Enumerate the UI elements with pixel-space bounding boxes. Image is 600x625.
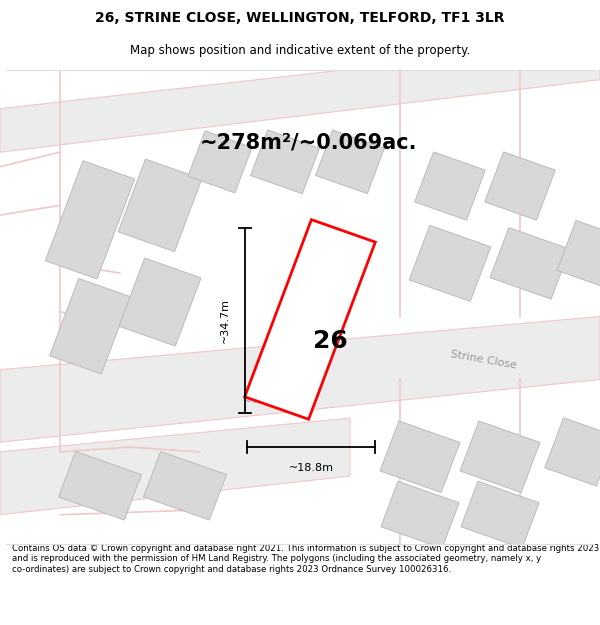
Polygon shape [46,161,134,279]
Polygon shape [557,221,600,287]
Polygon shape [316,130,385,194]
Text: Contains OS data © Crown copyright and database right 2021. This information is : Contains OS data © Crown copyright and d… [12,544,599,574]
Polygon shape [415,152,485,220]
Polygon shape [545,418,600,486]
Text: ~278m²/~0.069ac.: ~278m²/~0.069ac. [200,132,418,152]
Polygon shape [381,481,459,548]
Polygon shape [485,152,555,220]
Polygon shape [188,131,252,193]
Polygon shape [380,421,460,492]
Text: Strine Close: Strine Close [245,393,313,414]
Polygon shape [119,258,201,346]
Text: ~34.7m: ~34.7m [220,298,230,343]
Polygon shape [245,219,375,419]
Polygon shape [59,451,142,520]
Text: Map shows position and indicative extent of the property.: Map shows position and indicative extent… [130,44,470,57]
Text: ~18.8m: ~18.8m [289,463,334,473]
Polygon shape [0,418,350,515]
Text: 26: 26 [313,329,347,352]
Polygon shape [461,481,539,548]
Polygon shape [143,451,226,520]
Text: 26, STRINE CLOSE, WELLINGTON, TELFORD, TF1 3LR: 26, STRINE CLOSE, WELLINGTON, TELFORD, T… [95,11,505,24]
Polygon shape [50,279,130,374]
Polygon shape [409,226,491,301]
Polygon shape [490,228,570,299]
Polygon shape [251,130,319,194]
Polygon shape [0,316,600,442]
Polygon shape [0,41,600,152]
Polygon shape [118,159,202,252]
Polygon shape [460,421,540,492]
Text: Strine Close: Strine Close [450,349,518,371]
